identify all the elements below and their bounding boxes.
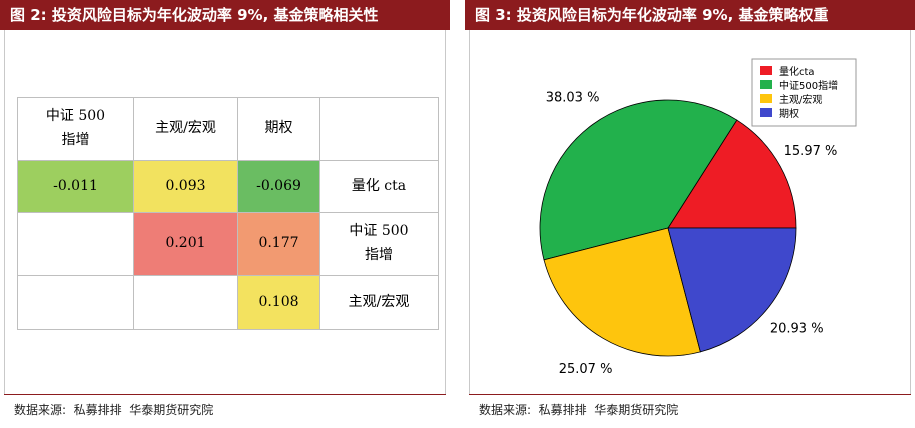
legend-label: 中证500指增 bbox=[779, 79, 838, 92]
legend-label: 期权 bbox=[779, 107, 799, 120]
pie-percent-label: 20.93 % bbox=[770, 321, 824, 336]
table-cell: -0.069 bbox=[238, 161, 320, 213]
table-cell: 0.108 bbox=[238, 276, 320, 330]
table-cell bbox=[134, 276, 238, 330]
table-cell bbox=[18, 276, 134, 330]
correlation-table: 中证 500 指增 主观/宏观 期权 -0.011 0.093 -0.069 量… bbox=[17, 97, 439, 330]
row-label-cell: 中证 500 指增 bbox=[320, 213, 439, 276]
legend-swatch bbox=[760, 94, 772, 103]
legend-swatch bbox=[760, 66, 772, 75]
header-cell bbox=[320, 98, 439, 161]
table-cell: 0.201 bbox=[134, 213, 238, 276]
header-label: 主观/宏观 bbox=[155, 120, 216, 136]
row-label-cell: 量化 cta bbox=[320, 161, 439, 213]
row-label-cell: 主观/宏观 bbox=[320, 276, 439, 330]
pie-percent-label: 15.97 % bbox=[784, 144, 838, 159]
table-row: 0.201 0.177 中证 500 指增 bbox=[18, 213, 439, 276]
figure-3-panel: 图 3: 投资风险目标为年化波动率 9%, 基金策略权重 15.97 % 38.0… bbox=[465, 0, 915, 428]
table-header-row: 中证 500 指增 主观/宏观 期权 bbox=[18, 98, 439, 161]
source-note: 数据来源: 私募排排 华泰期货研究院 bbox=[14, 401, 213, 418]
header-label: 期权 bbox=[265, 120, 293, 136]
legend-swatch bbox=[760, 108, 772, 117]
figure-2-title: 图 2: 投资风险目标为年化波动率 9%, 基金策略相关性 bbox=[0, 0, 450, 30]
figure-3-title: 图 3: 投资风险目标为年化波动率 9%, 基金策略权重 bbox=[465, 0, 915, 30]
pie-percent-label: 38.03 % bbox=[546, 90, 600, 105]
pie-percent-label: 25.07 % bbox=[559, 362, 613, 377]
table-row: -0.011 0.093 -0.069 量化 cta bbox=[18, 161, 439, 213]
header-cell: 主观/宏观 bbox=[134, 98, 238, 161]
table-cell: -0.011 bbox=[18, 161, 134, 213]
header-cell: 中证 500 指增 bbox=[18, 98, 134, 161]
source-divider bbox=[469, 394, 911, 395]
pie-slices bbox=[540, 100, 796, 356]
pie-chart: 15.97 % 38.03 % 25.07 % 20.93 % 量化cta中证500指… bbox=[465, 30, 915, 394]
source-divider bbox=[4, 394, 446, 395]
legend-swatch bbox=[760, 80, 772, 89]
header-label: 中证 500 指增 bbox=[44, 105, 108, 153]
table-cell: 0.177 bbox=[238, 213, 320, 276]
table-cell: 0.093 bbox=[134, 161, 238, 213]
figure-2-panel: 图 2: 投资风险目标为年化波动率 9%, 基金策略相关性 中证 500 指增 … bbox=[0, 0, 450, 428]
legend-label: 量化cta bbox=[779, 65, 815, 78]
table-cell bbox=[18, 213, 134, 276]
row-label: 中证 500 指增 bbox=[347, 220, 411, 268]
header-cell: 期权 bbox=[238, 98, 320, 161]
legend-label: 主观/宏观 bbox=[779, 93, 822, 106]
source-note: 数据来源: 私募排排 华泰期货研究院 bbox=[479, 401, 678, 418]
table-row: 0.108 主观/宏观 bbox=[18, 276, 439, 330]
